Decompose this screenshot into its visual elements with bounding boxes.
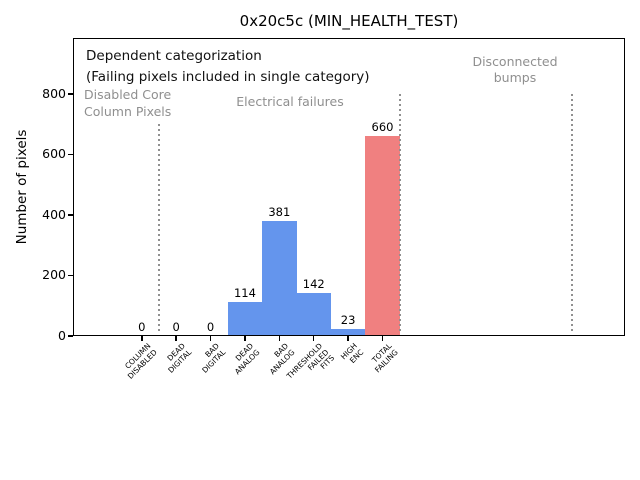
x-axis-tick <box>175 336 177 341</box>
y-tick-label: 600 <box>42 146 66 162</box>
x-axis-tick <box>209 336 212 341</box>
x-axis-tick <box>244 336 246 341</box>
y-axis-tick <box>68 153 73 156</box>
x-tick-label: TOTAL FAILING <box>370 341 400 375</box>
chart-title: 0x20c5c (MIN_HEALTH_TEST) <box>239 12 459 30</box>
bar-value-label: 23 <box>340 313 356 328</box>
bar <box>262 220 297 335</box>
bar-value-label: 114 <box>233 285 256 300</box>
bar-value-label: 0 <box>206 320 215 334</box>
separator-dotted-line <box>398 93 401 335</box>
x-axis-tick <box>347 336 349 341</box>
y-tick-label: 800 <box>42 85 66 101</box>
bar-value-label: 142 <box>302 277 325 292</box>
x-axis-tick <box>312 336 315 341</box>
separator-dotted-line <box>570 93 573 335</box>
y-axis-tick <box>68 214 73 216</box>
y-tick-label: 400 <box>42 206 66 222</box>
annotation-dependent-categorization: Dependent categorization (Failing pixels… <box>86 48 370 85</box>
bar-value-label: 381 <box>268 204 291 219</box>
bar <box>227 301 263 335</box>
y-axis-tick <box>68 274 73 277</box>
y-tick-label: 200 <box>42 267 66 283</box>
annotation-disabled-core-column-pixels: Disabled Core Column Pixels <box>84 87 172 119</box>
bar <box>296 293 331 335</box>
x-axis-tick <box>278 336 281 341</box>
bar <box>365 136 400 335</box>
y-axis-tick <box>68 335 73 337</box>
x-axis-tick <box>381 336 384 341</box>
y-axis-tick <box>68 93 73 95</box>
x-tick-label: COLUMN DISABLED <box>123 341 159 381</box>
separator-dotted-line <box>157 124 160 335</box>
bar <box>330 329 366 335</box>
x-tick-label: DEAD ANALOG <box>232 341 262 376</box>
y-tick-label: 0 <box>58 328 66 343</box>
bar-value-label: 660 <box>371 120 394 135</box>
x-tick-label: DEAD DIGITAL <box>165 341 193 375</box>
plot-area <box>73 38 625 336</box>
annotation-disconnected-bumps: Disconnected bumps <box>472 54 558 85</box>
x-axis-tick <box>141 336 143 341</box>
x-tick-label: HIGH ENC <box>338 341 365 365</box>
bar-value-label: 0 <box>138 320 146 334</box>
annotation-electrical-failures: Electrical failures <box>236 94 344 109</box>
bar-value-label: 0 <box>172 320 180 334</box>
x-tick-label: BAD DIGITAL <box>200 341 228 375</box>
